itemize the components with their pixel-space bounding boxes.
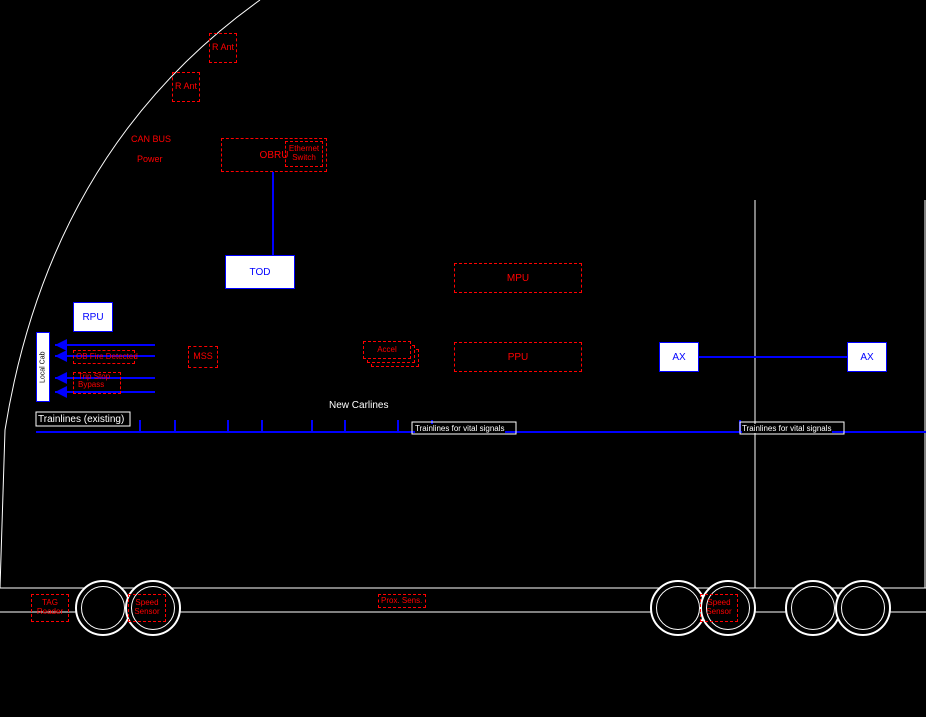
node-accel3: Accel — [363, 341, 411, 359]
node-ethsw: Ethernet Switch — [285, 141, 323, 167]
node-ax1: AX — [659, 342, 699, 372]
label-power: Power — [137, 154, 163, 164]
cab-arc — [0, 0, 260, 588]
wheel-0 — [75, 580, 131, 636]
label-trainlines-existing: Trainlines (existing) — [38, 414, 124, 425]
label-trainlines-vital-1: Trainlines for vital signals — [415, 424, 505, 433]
node-ax2: AX — [847, 342, 887, 372]
node-speed2: Speed Sensor — [700, 594, 738, 622]
label-trainlines-vital-2: Trainlines for vital signals — [742, 424, 832, 433]
node-ppu: PPU — [454, 342, 582, 372]
label-prox: Prox. Sens. — [381, 596, 422, 605]
label-tripstop: Trip Stop Bypass — [78, 373, 110, 389]
wheel-4 — [785, 580, 841, 636]
node-mpu: MPU — [454, 263, 582, 293]
label-new-carlines: New Carlines — [329, 400, 388, 411]
label-canbus: CAN BUS — [131, 134, 171, 144]
label-local-cab: Local Cab — [36, 332, 50, 402]
wheel-2 — [650, 580, 706, 636]
node-tod: TOD — [225, 255, 295, 289]
node-rant2: R Ant — [172, 72, 200, 102]
node-tag_reader: TAG Reader — [31, 594, 69, 622]
node-rpu: RPU — [73, 302, 113, 332]
node-mss: MSS — [188, 346, 218, 368]
node-speed1: Speed Sensor — [128, 594, 166, 622]
wheel-5 — [835, 580, 891, 636]
car-outline — [0, 200, 926, 612]
label-obfire: OB Fire Detected — [76, 352, 138, 361]
node-rant1: R Ant — [209, 33, 237, 63]
